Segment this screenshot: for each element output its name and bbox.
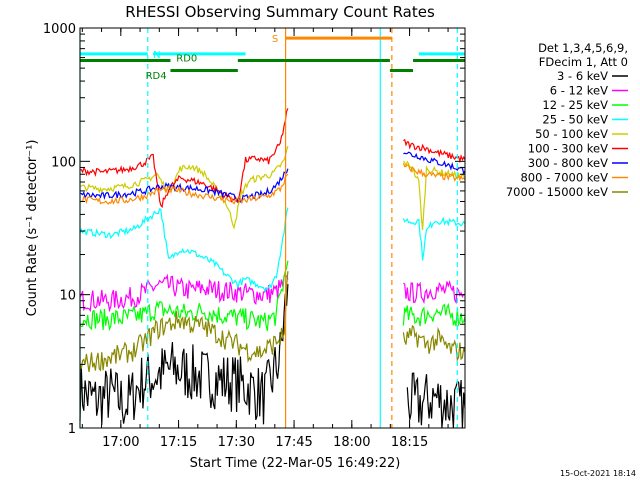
legend-label-2: 12 - 25 keV <box>542 98 608 112</box>
series-line-6-segment-1 <box>403 151 466 176</box>
x-tick-label-5: 18:15 <box>391 435 428 450</box>
legend-label-6: 300 - 800 keV <box>528 156 608 170</box>
series-line-3-segment-1 <box>402 216 466 261</box>
timestamp: 15-Oct-2021 18:14 <box>560 469 636 478</box>
y-tick-label-2: 100 <box>51 155 76 170</box>
band-label-rd0: RD0 <box>176 54 197 65</box>
legend-label-8: 7000 - 15000 keV <box>506 185 608 199</box>
chart-title: RHESSI Observing Summary Count Rates <box>125 3 435 21</box>
series-line-1-segment-1 <box>402 279 466 305</box>
series-line-3-segment-0 <box>79 207 289 292</box>
x-tick-label-0: 17:00 <box>102 435 139 450</box>
legend-label-0: 3 - 6 keV <box>557 69 608 83</box>
series-line-5-segment-0 <box>79 108 289 209</box>
series-line-0-segment-1 <box>406 372 466 429</box>
band-label-rd4: RD4 <box>146 71 167 82</box>
series-line-5-segment-1 <box>403 138 466 164</box>
band-label-s: S <box>272 34 278 45</box>
legend-header-1: FDecim 1, Att 0 <box>539 55 628 69</box>
x-tick-label-2: 17:30 <box>218 435 255 450</box>
series-line-2-segment-1 <box>402 302 466 327</box>
y-axis-label: Count Rate (s⁻¹ detector⁻¹) <box>25 140 40 317</box>
legend-label-5: 100 - 300 keV <box>528 142 608 156</box>
legend: Det 1,3,4,5,6,9,FDecim 1, Att 03 - 6 keV… <box>506 41 628 199</box>
x-tick-label-1: 17:15 <box>160 435 197 450</box>
x-axis-label: Start Time (22-Mar-05 16:49:22) <box>190 456 401 471</box>
series-line-6-segment-0 <box>79 168 289 204</box>
band-label-n: N <box>153 50 160 61</box>
y-tick-label-3: 1000 <box>43 22 76 37</box>
legend-label-1: 6 - 12 keV <box>550 84 608 98</box>
y-tick-label-0: 1 <box>68 422 76 437</box>
series-line-7-segment-1 <box>402 163 466 183</box>
legend-label-3: 25 - 50 keV <box>542 113 608 127</box>
x-tick-label-3: 17:45 <box>275 435 312 450</box>
legend-label-7: 800 - 7000 keV <box>520 171 608 185</box>
legend-label-4: 50 - 100 keV <box>535 127 608 141</box>
series-line-1-segment-0 <box>79 273 289 313</box>
series-line-7-segment-0 <box>79 173 289 205</box>
series-line-8-segment-1 <box>402 324 466 362</box>
series-line-0-segment-0 <box>79 284 289 425</box>
series-line-8-segment-0 <box>79 271 289 372</box>
legend-header-0: Det 1,3,4,5,6,9, <box>538 41 628 55</box>
series-line-4-segment-0 <box>79 145 289 230</box>
series-line-2-segment-0 <box>79 260 289 332</box>
x-tick-label-4: 18:00 <box>333 435 370 450</box>
axes: 17:00 17:15 17:30 17:45 18:00 18:15 1 10 100 1000 <box>43 22 466 450</box>
y-tick-label-1: 10 <box>59 289 76 304</box>
plot-frame <box>79 27 466 429</box>
